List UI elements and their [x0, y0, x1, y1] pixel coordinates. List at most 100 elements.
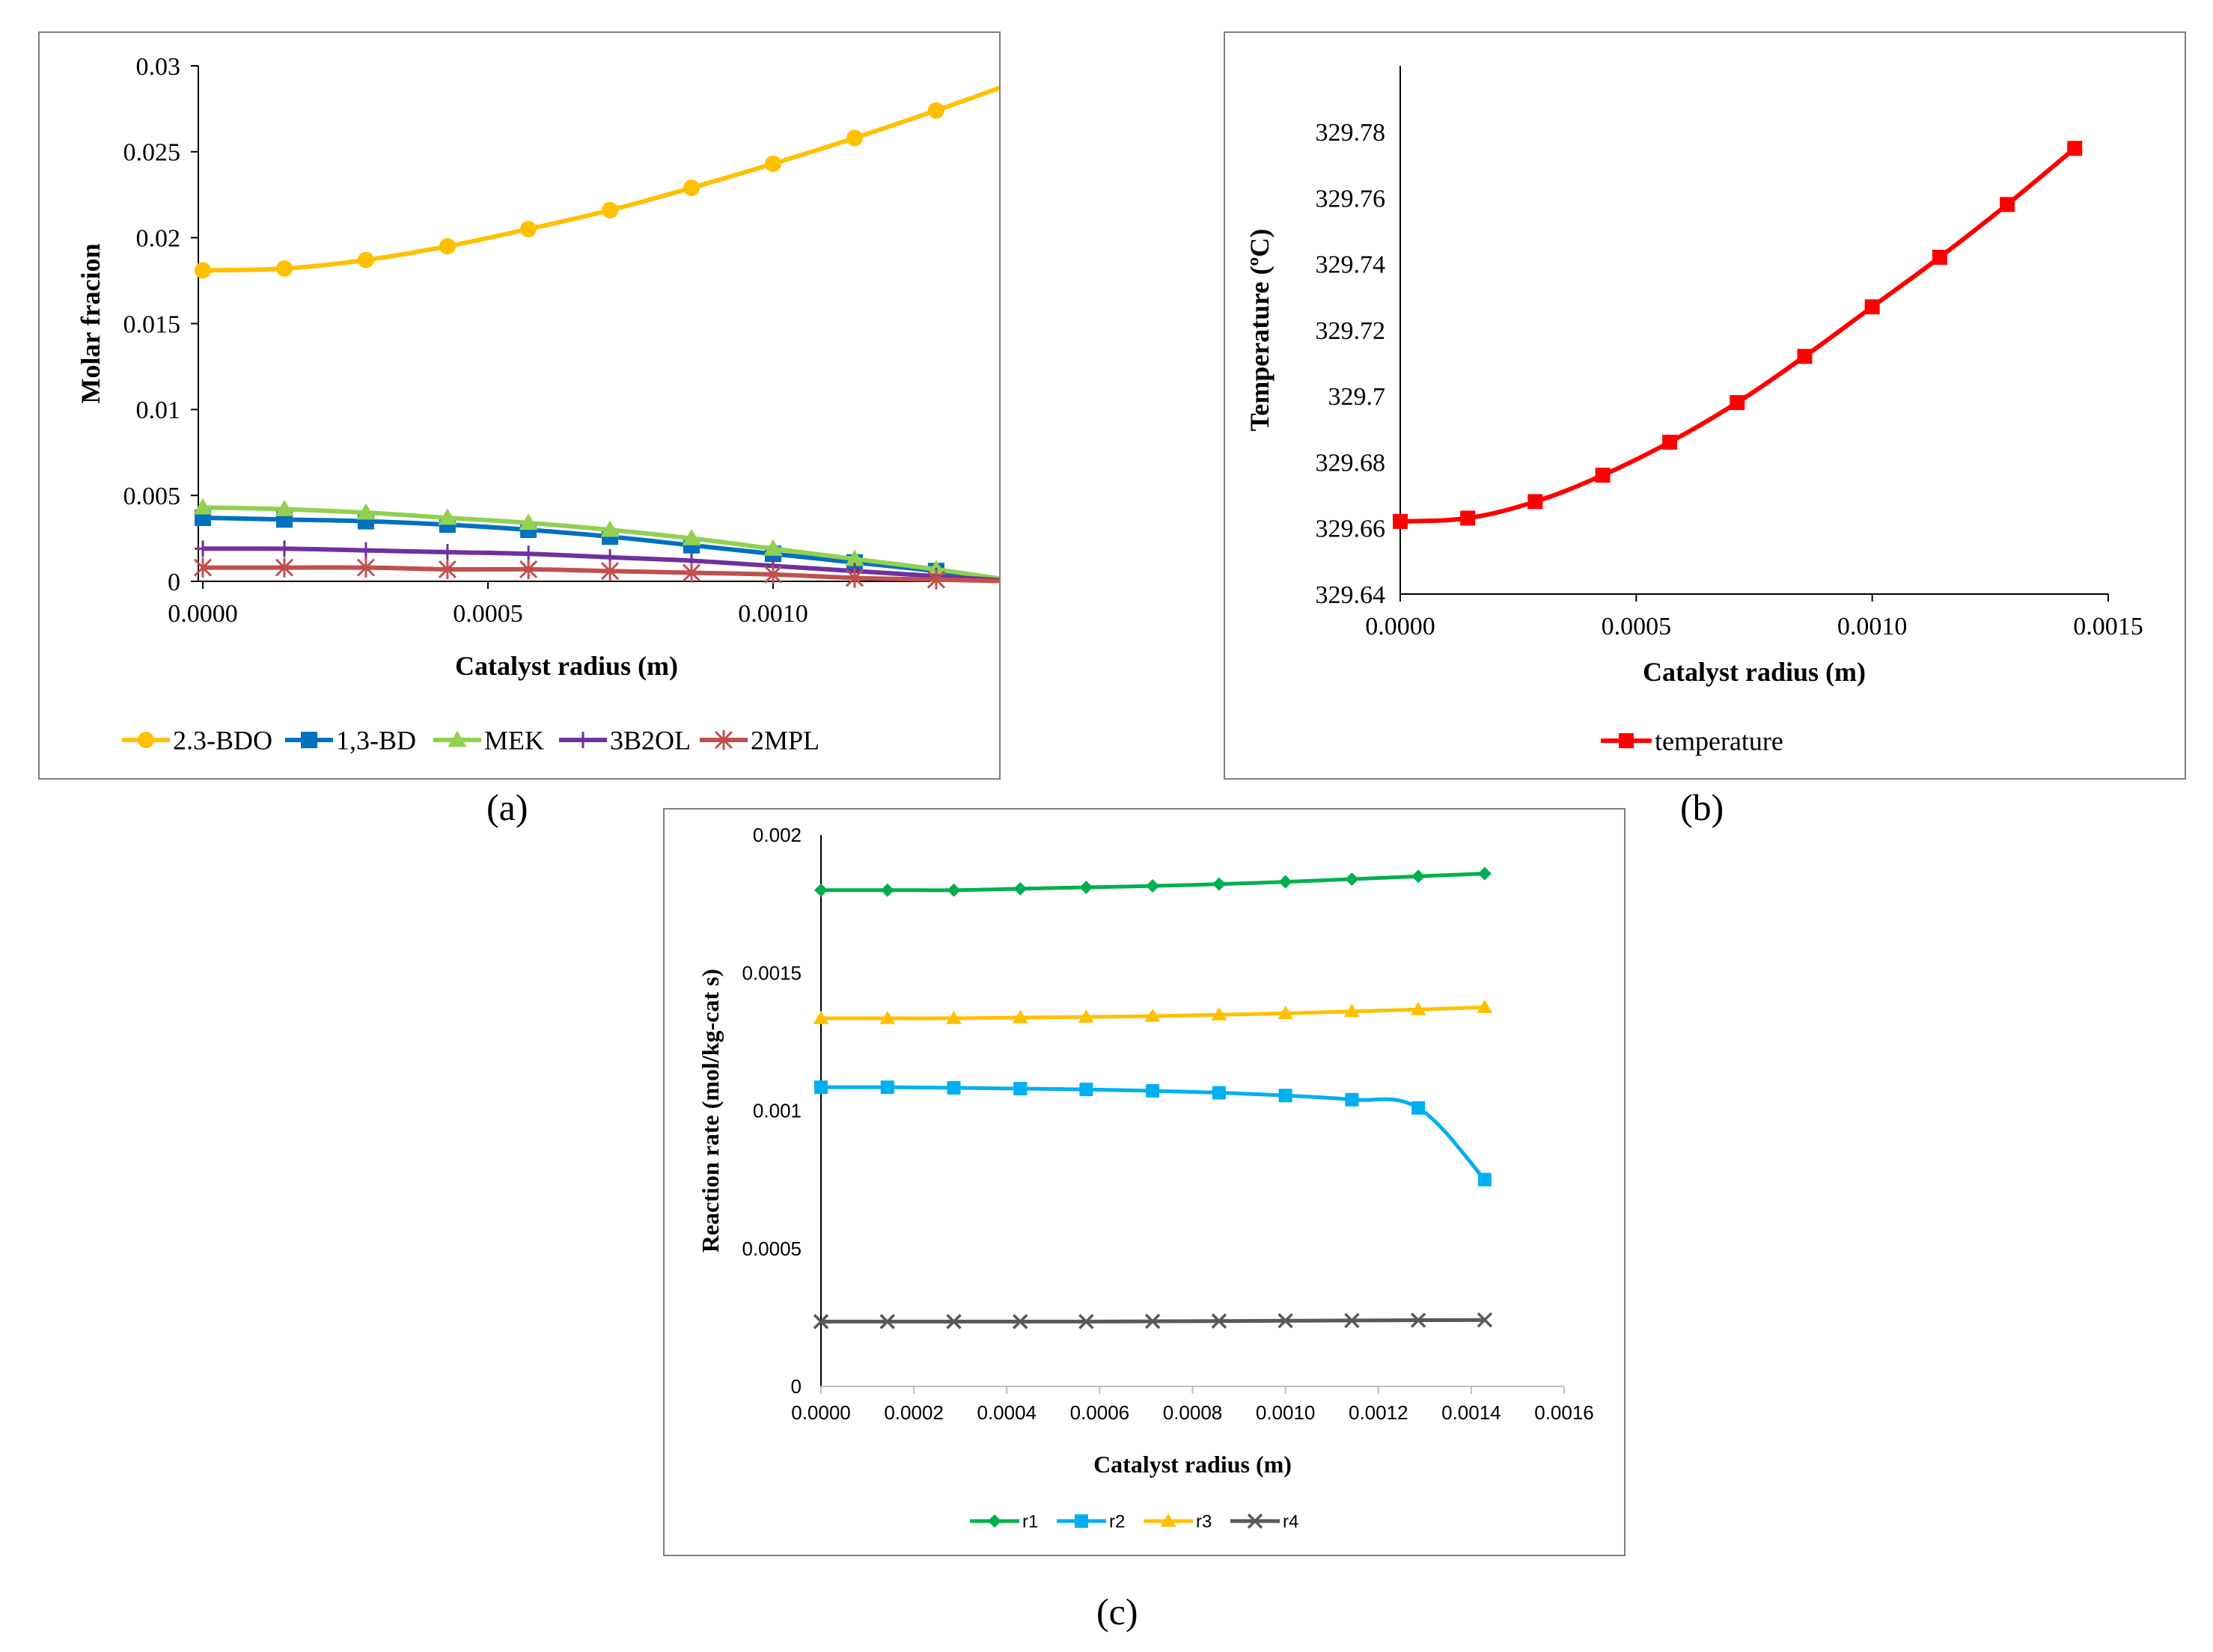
y-tick-label: 329.66 — [1316, 516, 1386, 543]
legend: r1 r2 r3 r4 — [970, 1511, 1298, 1532]
x-tick-label: 0.0002 — [884, 1401, 944, 1424]
data-point-r4 — [1410, 1312, 1426, 1328]
y-axis-title: Reaction rate (mol/kg-cat s) — [697, 969, 724, 1252]
data-point-mek — [519, 513, 538, 530]
data-point-r2 — [1278, 1089, 1292, 1103]
data-point-3b2ol — [357, 542, 374, 559]
data-point-r4 — [1211, 1313, 1227, 1329]
data-point-2mpl — [438, 559, 457, 580]
data-point-r2 — [1411, 1101, 1426, 1115]
data-point-2-3-bdo — [602, 201, 619, 218]
legend-item-r1: r1 — [970, 1511, 1038, 1532]
data-point-r1 — [1278, 875, 1292, 889]
data-point-r4 — [879, 1314, 895, 1330]
data-point-2-3-bdo — [927, 102, 944, 119]
y-axis-title: Temperature (ºC) — [1245, 229, 1275, 432]
data-point-2mpl — [682, 563, 701, 583]
y-tick-label: 0.001 — [753, 1100, 802, 1122]
series-r2 — [814, 1080, 1492, 1187]
data-point-r1 — [1079, 881, 1093, 895]
data-point-mek — [356, 503, 376, 520]
data-point-r1 — [814, 883, 828, 897]
data-point-r2 — [1146, 1083, 1160, 1098]
x-tick-label: 0.0014 — [1441, 1401, 1501, 1424]
y-axis-title: Molar fracion — [76, 243, 106, 403]
legend: 2.3-BDO 1,3-BD MEK 3B2OL 2MPL — [122, 726, 819, 756]
data-point-temperature — [1932, 249, 1947, 265]
data-point-2-3-bdo — [846, 129, 863, 147]
data-point-temperature — [1527, 494, 1543, 510]
data-point-3b2ol — [275, 540, 293, 557]
data-point-mek — [600, 520, 620, 537]
data-point-mek — [763, 539, 783, 556]
data-point-mek — [682, 528, 701, 545]
y-tick-label: 329.7 — [1328, 383, 1386, 411]
data-point-2-3-bdo — [275, 260, 293, 278]
series-2mpl — [193, 557, 999, 590]
series-r1 — [814, 866, 1492, 897]
data-point-r3 — [813, 1010, 829, 1024]
legend-item-r3: r3 — [1144, 1511, 1212, 1532]
data-point-r3 — [1211, 1006, 1227, 1021]
data-point-r1 — [1146, 879, 1160, 893]
legend-label: r1 — [1022, 1511, 1038, 1532]
data-point-2-3-bdo — [439, 238, 456, 255]
legend-marker — [1075, 1514, 1088, 1528]
data-point-temperature — [1460, 510, 1476, 526]
data-point-r2 — [947, 1080, 961, 1095]
data-point-2mpl — [845, 568, 864, 588]
y-tick-label: 0 — [791, 1375, 802, 1398]
data-point-r3 — [879, 1010, 896, 1024]
data-point-2mpl — [601, 561, 620, 581]
legend-label: r4 — [1283, 1511, 1298, 1532]
y-tick-label: 329.74 — [1316, 251, 1386, 279]
data-point-2-3-bdo — [357, 251, 374, 269]
legend-label: MEK — [484, 726, 544, 756]
data-point-mek — [193, 498, 213, 515]
y-tick-label: 0.002 — [753, 824, 802, 846]
panel-temperature: 329.64 329.66 329.68 329.7 329.72 329.74 329.7… — [1224, 31, 2186, 780]
data-point-temperature — [1864, 299, 1880, 315]
legend-item-mek: MEK — [433, 726, 544, 756]
legend-label: r2 — [1109, 1511, 1125, 1532]
legend-marker — [301, 732, 317, 748]
data-point-r1 — [1411, 869, 1426, 884]
data-point-r3 — [1477, 999, 1493, 1013]
data-point-r3 — [1078, 1009, 1094, 1023]
data-point-temperature — [1595, 468, 1611, 483]
data-point-r4 — [1013, 1314, 1028, 1330]
y-tick-label: 0.03 — [136, 53, 181, 81]
caption-b: (b) — [1680, 786, 1724, 828]
data-point-mek — [845, 549, 864, 566]
data-point-r3 — [1012, 1009, 1028, 1024]
data-point-r3 — [946, 1010, 962, 1024]
y-tick-label: 0.02 — [136, 225, 181, 253]
data-point-temperature — [2000, 197, 2015, 212]
legend-marker — [714, 729, 733, 750]
data-point-r3 — [1278, 1006, 1293, 1020]
series-mek — [193, 498, 999, 581]
legend-marker — [138, 732, 154, 748]
data-point-2-3-bdo — [765, 155, 781, 172]
chart-reaction-rate: 0 0.0005 0.001 0.0015 0.002 0.0000 0.0002 0.000… — [697, 824, 1594, 1532]
y-tick-label: 0.0015 — [742, 961, 802, 984]
x-tick-label: 0.0004 — [977, 1401, 1037, 1424]
legend: temperature — [1601, 726, 1783, 756]
x-tick-label: 0.0000 — [791, 1401, 851, 1424]
series-line-2-3-bdo — [202, 85, 999, 273]
legend-label: 2MPL — [751, 726, 819, 756]
x-tick-label: 0.0005 — [453, 600, 523, 628]
data-point-2mpl — [356, 557, 375, 578]
caption-a: (a) — [486, 786, 528, 828]
x-tick-label: 0.0010 — [738, 600, 808, 628]
x-tick-label: 0.0016 — [1534, 1401, 1594, 1424]
data-point-r1 — [1345, 872, 1359, 886]
data-point-temperature — [1730, 395, 1745, 411]
chart-molar-fraction: 0 0.005 0.01 0.015 0.02 0.025 0.03 0.0000 0.0005… — [76, 53, 999, 756]
series-r3 — [813, 999, 1493, 1024]
data-point-r2 — [814, 1080, 828, 1095]
y-tick-label: 329.78 — [1316, 119, 1386, 147]
caption-c: (c) — [1096, 1591, 1138, 1633]
legend-label: 3B2OL — [610, 726, 691, 756]
data-point-r2 — [1345, 1092, 1359, 1107]
